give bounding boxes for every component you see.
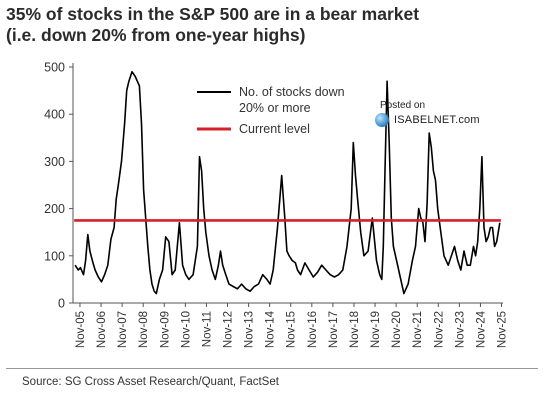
stocks-down-20pct-line [74, 70, 501, 295]
x-tick-label: Nov-16 [307, 311, 319, 348]
watermark-posted-label: Posted on [380, 100, 426, 111]
chart-legend: No. of stocks down 20% or more Current lev… [197, 85, 345, 136]
chart-series [74, 70, 501, 295]
x-tick-label: Nov-23 [454, 311, 466, 348]
legend-label-stocks: No. of stocks down 20% or more [239, 85, 345, 115]
x-tick-label: Nov-12 [223, 311, 235, 348]
chart-axes: 0 100 200 300 400 500 Nov-05 Nov-06 Nov-07 Nov-08… [44, 61, 508, 349]
watermark: Posted on ISABELNET.com [372, 100, 502, 134]
x-tick-label: Nov-20 [391, 311, 403, 348]
y-tick-label: 0 [58, 297, 65, 311]
watermark-site: ISABELNET.com [394, 114, 480, 126]
x-tick-label: Nov-19 [370, 311, 382, 348]
source-note: Source: SG Cross Asset Research/Quant, F… [22, 376, 279, 388]
chart-title-line-1: 35% of stocks in the S&P 500 are in a be… [6, 4, 420, 24]
x-tick-label: Nov-18 [349, 311, 361, 348]
x-tick-label: Nov-11 [201, 311, 213, 347]
chart-title: 35% of stocks in the S&P 500 are in a be… [6, 4, 536, 46]
x-tick-label: Nov-08 [138, 311, 150, 348]
x-tick-label: Nov-14 [265, 310, 277, 348]
y-tick-label: 200 [44, 202, 65, 216]
x-tick-label: Nov-24 [475, 310, 487, 348]
y-tick-label: 500 [44, 61, 65, 75]
y-tick-label: 100 [44, 249, 65, 263]
x-tick-label: Nov-22 [433, 311, 445, 348]
x-tick-label: Nov-17 [328, 311, 340, 348]
x-tick-label: Nov-25 [497, 311, 509, 348]
x-tick-label: Nov-15 [286, 311, 298, 348]
y-tick-label: 300 [44, 155, 65, 169]
x-tick-label: Nov-06 [96, 311, 108, 348]
x-tick-label: Nov-21 [412, 311, 424, 348]
x-tick-label: Nov-05 [75, 311, 87, 348]
legend-label-current: Current level [239, 122, 310, 136]
chart-title-line-2: (i.e. down 20% from one-year highs) [6, 25, 306, 45]
x-tick-label: Nov-13 [244, 311, 256, 348]
y-tick-label: 400 [44, 108, 65, 122]
source-divider [6, 368, 538, 369]
globe-icon [375, 113, 389, 127]
x-tick-label: Nov-10 [180, 311, 192, 348]
x-tick-label: Nov-07 [117, 311, 129, 348]
x-tick-label: Nov-09 [159, 311, 171, 348]
